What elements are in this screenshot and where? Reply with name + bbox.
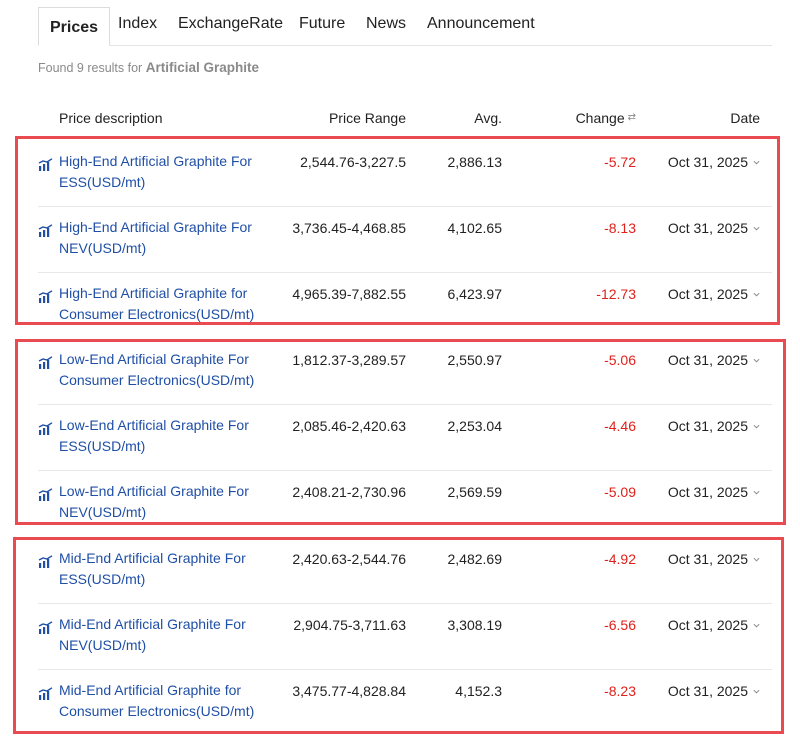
date-value: Oct 31, 2025 [667,286,748,302]
chevron-down-icon [753,623,760,628]
tab-announcement[interactable]: Announcement [427,15,535,32]
date-value: Oct 31, 2025 [667,352,748,368]
date-dropdown[interactable]: Oct 31, 2025 [668,416,760,436]
price-change: -5.72 [604,154,636,170]
price-change: -6.56 [604,617,636,633]
price-description-link[interactable]: Mid-End Artificial Graphite For ESS(USD/… [59,550,246,587]
table-row: High-End Artificial Graphite for Consume… [38,272,772,338]
table-row: Low-End Artificial Graphite For NEV(USD/… [38,470,772,536]
table-row: Mid-End Artificial Graphite for Consumer… [38,669,772,735]
price-change: -8.13 [604,220,636,236]
table-row: Mid-End Artificial Graphite For ESS(USD/… [38,537,772,604]
chart-icon[interactable] [38,555,53,568]
result-summary: Found 9 results for Artificial Graphite [38,60,259,75]
date-value: Oct 31, 2025 [667,484,748,500]
chart-icon[interactable] [38,422,53,435]
tab-prices[interactable]: Prices [38,7,111,46]
date-dropdown[interactable]: Oct 31, 2025 [668,615,760,635]
date-value: Oct 31, 2025 [667,220,748,236]
date-dropdown[interactable]: Oct 31, 2025 [668,681,760,701]
price-change: -4.92 [604,551,636,567]
tab-bar: Prices Index ExchangeRate Future News An… [38,5,772,46]
price-change: -4.46 [604,418,636,434]
date-value: Oct 31, 2025 [667,617,748,633]
date-value: Oct 31, 2025 [667,154,748,170]
price-range: 2,408.21-2,730.96 [292,484,406,500]
chevron-down-icon [753,490,760,495]
table-row: Low-End Artificial Graphite For Consumer… [38,338,772,405]
chevron-down-icon [753,358,760,363]
date-dropdown[interactable]: Oct 31, 2025 [668,218,760,238]
price-range: 3,736.45-4,468.85 [292,220,406,236]
table-row: Mid-End Artificial Graphite For NEV(USD/… [38,603,772,670]
price-range: 2,904.75-3,711.63 [293,617,406,633]
tab-exchangerate[interactable]: ExchangeRate [178,15,283,32]
table-header: Price description Price Range Avg. Chang… [38,104,772,134]
price-description-link[interactable]: High-End Artificial Graphite For ESS(USD… [59,153,252,190]
chevron-down-icon [753,292,760,297]
date-dropdown[interactable]: Oct 31, 2025 [668,350,760,370]
price-avg: 2,886.13 [447,154,503,170]
price-avg: 4,152.3 [455,683,502,699]
price-description-link[interactable]: Mid-End Artificial Graphite For NEV(USD/… [59,616,246,653]
date-value: Oct 31, 2025 [667,683,748,699]
price-avg: 2,569.59 [447,484,503,500]
tab-index[interactable]: Index [118,15,158,32]
price-description-link[interactable]: Mid-End Artificial Graphite for Consumer… [59,682,255,719]
price-range: 2,544.76-3,227.5 [300,154,406,170]
price-avg: 3,308.19 [447,617,503,633]
chart-icon[interactable] [38,488,53,501]
table-row: High-End Artificial Graphite For NEV(USD… [38,206,772,273]
price-change: -12.73 [596,286,636,302]
price-description-link[interactable]: Low-End Artificial Graphite For NEV(USD/… [59,483,249,520]
result-prefix: Found 9 results for [38,61,143,75]
price-change: -5.06 [604,352,636,368]
tab-news[interactable]: News [366,15,407,32]
price-range: 3,475.77-4,828.84 [292,683,406,699]
column-header-change[interactable]: Change ⇄ [576,110,636,126]
price-range: 2,085.46-2,420.63 [292,418,406,434]
chart-icon[interactable] [38,687,53,700]
price-description-link[interactable]: High-End Artificial Graphite for Consume… [59,285,255,322]
date-value: Oct 31, 2025 [667,418,748,434]
column-header-description: Price description [59,110,163,126]
chevron-down-icon [753,226,760,231]
chevron-down-icon [753,424,760,429]
chart-icon[interactable] [38,158,53,171]
tab-future[interactable]: Future [299,15,346,32]
chart-icon[interactable] [38,356,53,369]
date-dropdown[interactable]: Oct 31, 2025 [668,549,760,569]
column-header-price-range: Price Range [328,110,406,126]
date-dropdown[interactable]: Oct 31, 2025 [668,284,760,304]
chevron-down-icon [753,557,760,562]
table-row: High-End Artificial Graphite For ESS(USD… [38,140,772,207]
chart-icon[interactable] [38,224,53,237]
price-avg: 2,482.69 [447,551,503,567]
price-description-link[interactable]: High-End Artificial Graphite For NEV(USD… [59,219,252,256]
price-avg: 2,550.97 [447,352,503,368]
chevron-down-icon [753,160,760,165]
column-header-avg: Avg. [474,110,502,126]
price-range: 1,812.37-3,289.57 [292,352,406,368]
price-description-link[interactable]: Low-End Artificial Graphite For ESS(USD/… [59,417,249,454]
price-change: -5.09 [604,484,636,500]
price-range: 2,420.63-2,544.76 [292,551,406,567]
price-avg: 6,423.97 [447,286,503,302]
price-avg: 4,102.65 [447,220,503,236]
price-description-link[interactable]: Low-End Artificial Graphite For Consumer… [59,351,255,388]
price-change: -8.23 [604,683,636,699]
result-query: Artificial Graphite [145,60,259,75]
date-dropdown[interactable]: Oct 31, 2025 [668,482,760,502]
price-avg: 2,253.04 [447,418,503,434]
sort-icon[interactable]: ⇄ [627,112,636,123]
table-row: Low-End Artificial Graphite For ESS(USD/… [38,404,772,471]
column-header-date: Date [730,110,760,126]
chart-icon[interactable] [38,621,53,634]
date-dropdown[interactable]: Oct 31, 2025 [668,152,760,172]
price-range: 4,965.39-7,882.55 [292,286,406,302]
date-value: Oct 31, 2025 [667,551,748,567]
column-header-change-label: Change [575,110,625,126]
chevron-down-icon [753,689,760,694]
chart-icon[interactable] [38,290,53,303]
